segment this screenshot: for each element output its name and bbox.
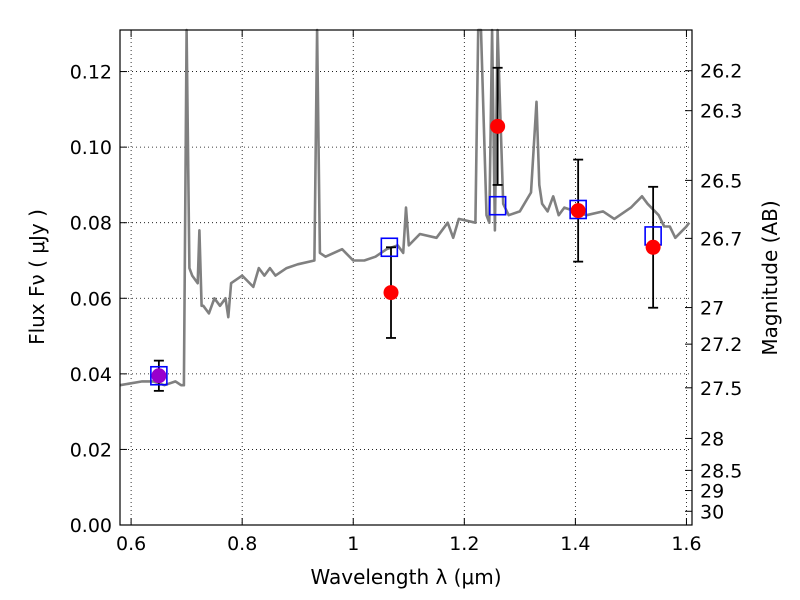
model-flux-square: [488, 195, 507, 216]
y-tick-label: 0.10: [70, 137, 112, 159]
model-flux-square: [150, 365, 168, 386]
error-bars: [153, 66, 659, 392]
magnitude-tick-label: 26.7: [700, 228, 742, 250]
x-tick-label: 0.8: [227, 533, 257, 555]
x-tick-label: 0.6: [116, 533, 146, 555]
spectrum-line: [119, 28, 691, 387]
x-tick-label: 1.6: [671, 533, 701, 555]
x-tick-label: 1.4: [560, 533, 590, 555]
x-tick-label: 1.2: [449, 533, 479, 555]
model-flux-square: [569, 199, 587, 220]
observed-flux-point: [645, 239, 661, 255]
observed-flux-point: [383, 285, 399, 301]
y-axis-ticks: 0.00 0.02 0.04 0.06 0.08 0.10 0.12: [70, 62, 127, 537]
magnitude-tick-label: 29: [700, 481, 724, 503]
magnitude-tick-label: 27.2: [700, 334, 742, 356]
magnitude-tick-label: 26.5: [700, 170, 742, 192]
x-tick-label: 1: [347, 533, 359, 555]
magnitude-tick-label: 27.5: [700, 378, 742, 400]
y-tick-label: 0.06: [70, 288, 112, 310]
model-photometry-markers: [150, 195, 662, 386]
y-tick-label: 0.00: [70, 515, 112, 537]
y-tick-label: 0.08: [70, 213, 112, 235]
magnitude-tick-label: 28.5: [700, 460, 742, 482]
observed-photometry-markers: [151, 118, 661, 384]
observed-flux-point: [151, 368, 167, 384]
y-tick-label: 0.12: [70, 62, 112, 84]
right-axis-title: Magnitude (AB): [758, 200, 782, 355]
x-axis-title: Wavelength λ (μm): [310, 565, 501, 589]
plot-frame: [119, 29, 693, 526]
grid-lines: [120, 30, 692, 525]
x-axis-ticks: 0.6 0.8 1 1.2 1.4 1.6: [116, 30, 702, 555]
magnitude-tick-label: 30: [700, 501, 724, 523]
model-spectrum: [119, 28, 691, 387]
model-flux-square: [380, 237, 399, 258]
observed-flux-point: [490, 118, 506, 134]
magnitude-tick-label: 27: [700, 298, 724, 320]
observed-flux-point: [570, 203, 586, 219]
magnitude-tick-label: 28: [700, 428, 724, 450]
y-tick-label: 0.02: [70, 439, 112, 461]
magnitude-tick-label: 26.2: [700, 61, 742, 83]
y-tick-label: 0.04: [70, 364, 112, 386]
magnitude-tick-label: 26.3: [700, 101, 742, 123]
y-axis-title: Flux Fν ( μJy ): [25, 209, 49, 345]
